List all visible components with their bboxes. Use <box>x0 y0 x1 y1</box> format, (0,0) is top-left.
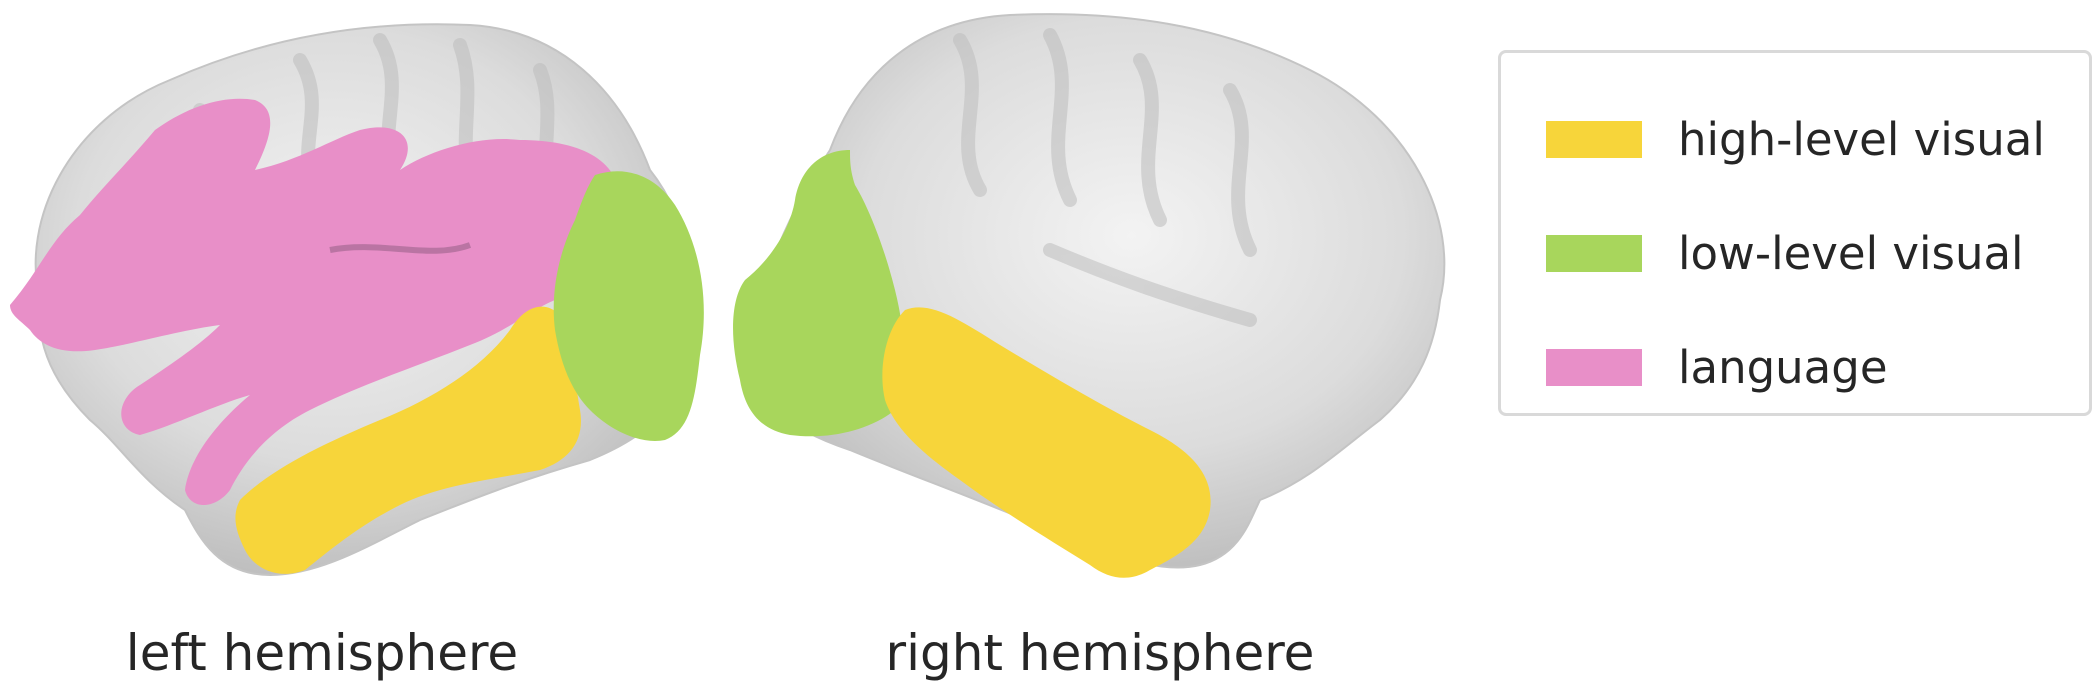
legend-swatch-high-level-visual <box>1546 120 1642 158</box>
legend-swatch-low-level-visual <box>1546 234 1642 272</box>
right-high-level-visual-region <box>882 307 1211 578</box>
left-low-level-visual-region <box>553 171 704 441</box>
legend-label-low-level-visual: low-level visual <box>1678 226 2024 280</box>
right-low-level-visual-region <box>733 150 905 437</box>
left-language-region <box>10 98 621 505</box>
right-hemisphere <box>733 13 1446 578</box>
left-sylvian-sulcus <box>329 242 472 254</box>
legend-item-low-level-visual: low-level visual <box>1546 223 2024 283</box>
legend-item-high-level-visual: high-level visual <box>1546 109 2045 169</box>
legend: high-level visual low-level visual langu… <box>1498 50 2092 416</box>
legend-swatch-language <box>1546 348 1642 386</box>
left-hemisphere <box>10 23 704 577</box>
legend-item-language: language <box>1546 337 1888 397</box>
legend-label-high-level-visual: high-level visual <box>1678 112 2045 166</box>
legend-label-language: language <box>1678 340 1888 394</box>
left-high-level-visual-region <box>235 306 581 574</box>
right-hemisphere-caption: right hemisphere <box>885 624 1315 682</box>
right-gyri <box>953 28 1257 327</box>
left-hemisphere-caption: left hemisphere <box>125 624 519 682</box>
